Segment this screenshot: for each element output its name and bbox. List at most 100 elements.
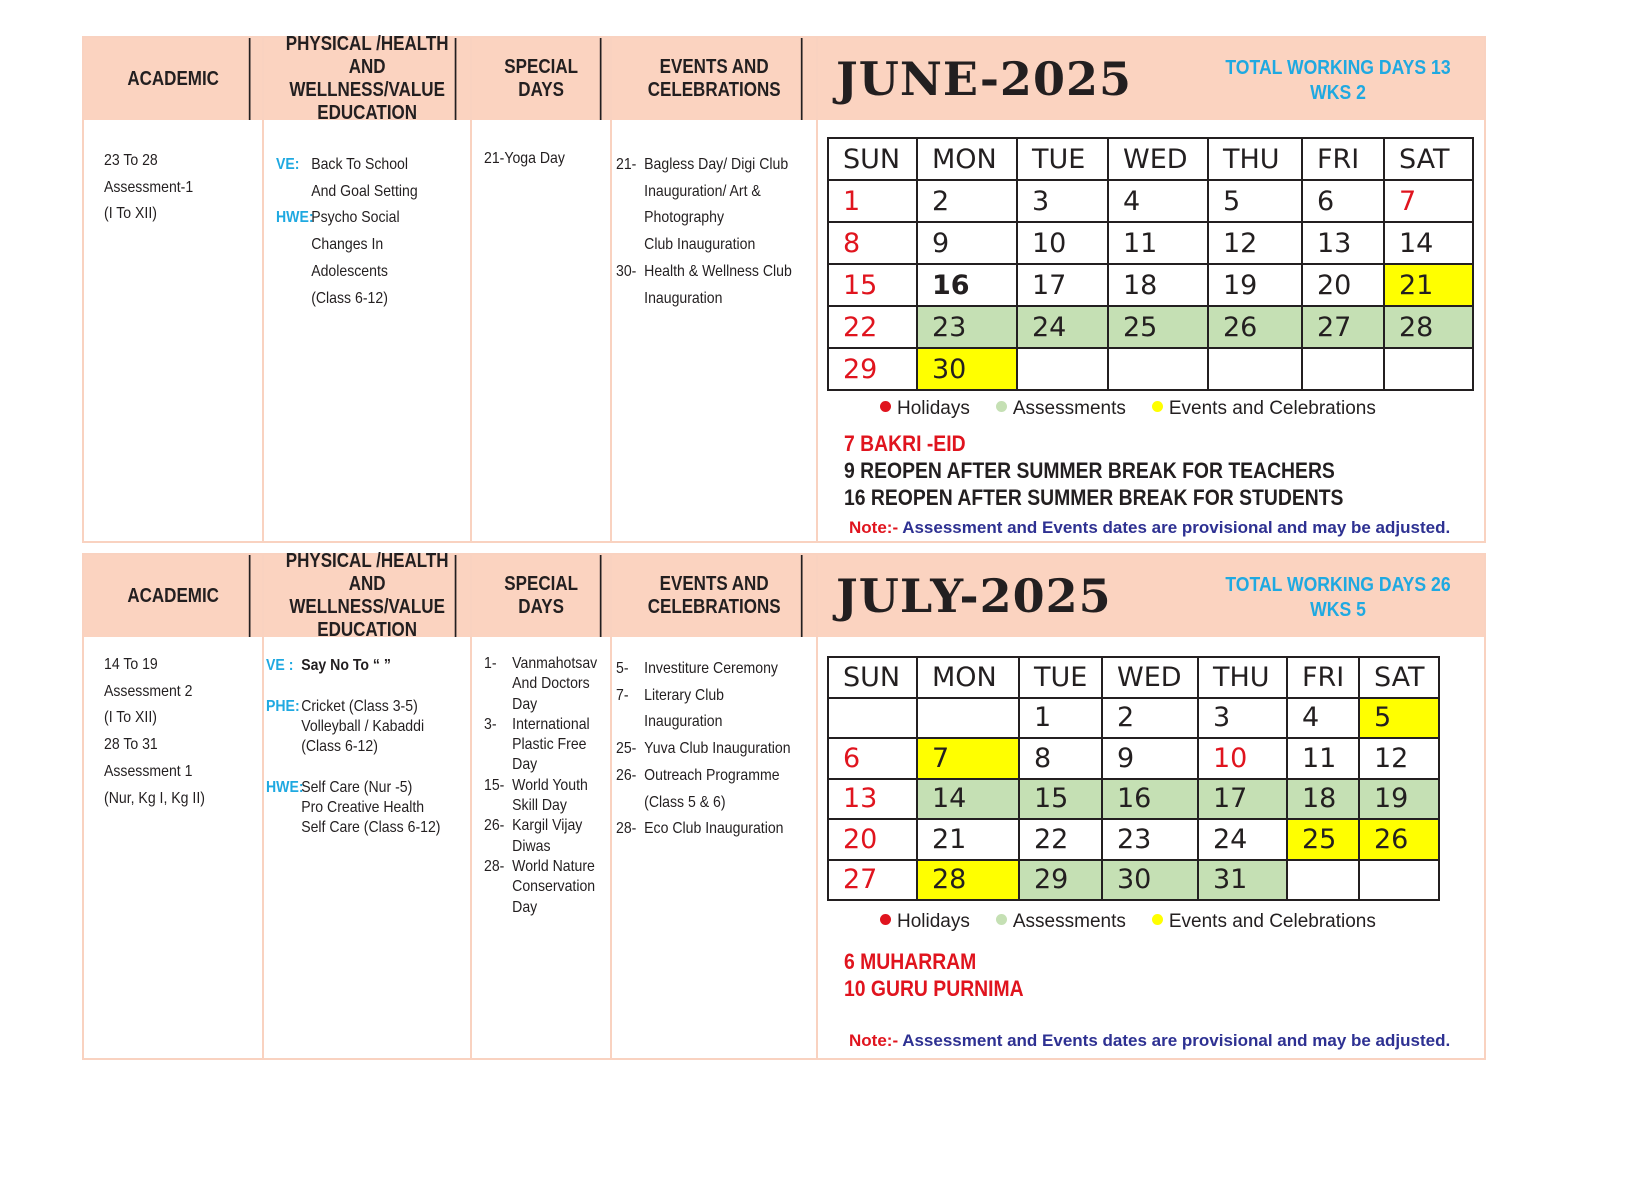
special-day-line: 26- Kargil Vijay — [484, 816, 597, 836]
note-label: Note:- — [849, 1031, 899, 1050]
calendar-day-cell[interactable]: 9 — [916, 221, 1018, 265]
event-line: 21- Bagless Day/ Digi Club — [616, 152, 792, 179]
calendar-day-cell[interactable]: 13 — [1301, 221, 1385, 265]
holiday-note: 9 REOPEN AFTER SUMMER BREAK FOR TEACHERS — [844, 458, 1335, 483]
calendar-day-cell[interactable]: 11 — [1107, 221, 1209, 265]
calendar-day-cell[interactable]: 8 — [827, 221, 918, 265]
calendar-day-cell[interactable]: 4 — [1286, 696, 1360, 739]
physical-line: (Class 6-12) — [266, 737, 440, 757]
calendar-day-cell[interactable]: 13 — [827, 777, 918, 820]
event-line: (Class 5 & 6) — [616, 790, 791, 817]
calendar-day-cell[interactable]: 25 — [1107, 305, 1209, 349]
calendar-day-cell[interactable]: 7 — [1383, 179, 1474, 223]
calendar-day-cell[interactable]: 23 — [1101, 818, 1199, 861]
calendar-day-cell[interactable]: 24 — [1016, 305, 1109, 349]
legend-item-assessments: Assessments — [995, 911, 1126, 932]
calendar-day-cell[interactable]: 26 — [1207, 305, 1303, 349]
calendar-day-cell[interactable]: 11 — [1286, 737, 1360, 780]
physical-label — [266, 818, 301, 838]
calendar-day-cell[interactable]: 8 — [1018, 737, 1103, 780]
event-number: 28- — [616, 820, 637, 838]
working-days-total: TOTAL WORKING DAYS 26 — [1225, 574, 1451, 596]
july-section: ACADEMIC PHYSICAL /HEALTH AND WELLNESS/VA… — [82, 550, 1486, 1060]
calendar-day-cell[interactable]: 6 — [827, 737, 918, 780]
calendar-day-cell[interactable]: 9 — [1101, 737, 1199, 780]
calendar-day-cell[interactable]: 28 — [916, 858, 1020, 901]
calendar-day-cell[interactable]: 2 — [916, 179, 1018, 223]
special-day-line: And Doctors — [484, 674, 597, 694]
calendar-day-cell[interactable]: 17 — [1016, 263, 1109, 307]
calendar-day-cell[interactable]: 30 — [1101, 858, 1199, 901]
calendar-day-cell[interactable]: 31 — [1197, 858, 1288, 901]
calendar-day-cell[interactable]: 27 — [827, 858, 918, 901]
calendar-day-cell[interactable]: 29 — [827, 347, 918, 391]
calendar-day-cell[interactable]: 25 — [1286, 818, 1360, 861]
event-text: Eco Club Inauguration — [644, 820, 784, 838]
special-day-text: Skill Day — [512, 797, 567, 815]
june-calendar-grid: SUN MON TUE WED THU FRI SAT 1 2 3 4 5 6 7 8 9 10 11 12 13 14… — [827, 137, 1474, 391]
special-day-line: Day — [484, 755, 597, 775]
calendar-day-cell[interactable]: 24 — [1197, 818, 1288, 861]
calendar-day-cell[interactable]: 16 — [1101, 777, 1199, 820]
calendar-day-cell[interactable]: 15 — [827, 263, 918, 307]
calendar-day-cell[interactable]: 18 — [1107, 263, 1209, 307]
physical-text: Psycho Social — [311, 209, 400, 227]
academic-line: (I To XII) — [104, 709, 157, 727]
calendar-day-cell[interactable]: 5 — [1358, 696, 1440, 739]
special-day-line: Plastic Free — [484, 735, 597, 755]
calendar-day-cell[interactable]: 19 — [1207, 263, 1303, 307]
calendar-day-cell[interactable]: 14 — [1383, 221, 1474, 265]
physical-label — [276, 232, 311, 259]
calendar-day-cell[interactable]: 19 — [1358, 777, 1440, 820]
calendar-day-cell[interactable]: 18 — [1286, 777, 1360, 820]
event-number — [616, 790, 644, 817]
calendar-day-cell[interactable]: 12 — [1358, 737, 1440, 780]
weekday-mon: MON — [916, 137, 1018, 181]
calendar-day-cell[interactable]: 20 — [1301, 263, 1385, 307]
calendar-day-cell[interactable]: 16 — [916, 263, 1018, 307]
legend-dot-icon — [995, 401, 1007, 412]
event-number — [616, 179, 644, 206]
physical-label — [266, 798, 301, 818]
calendar-day-cell[interactable]: 1 — [827, 179, 918, 223]
calendar-day-cell[interactable]: 22 — [1018, 818, 1103, 861]
calendar-day-cell[interactable]: 6 — [1301, 179, 1385, 223]
calendar-day-cell[interactable]: 26 — [1358, 818, 1440, 861]
calendar-day-cell[interactable]: 15 — [1018, 777, 1103, 820]
physical-line: VE : Say No To “ ” — [266, 656, 440, 676]
calendar-day-cell[interactable]: 12 — [1207, 221, 1303, 265]
calendar-day-cell[interactable]: 28 — [1383, 305, 1474, 349]
calendar-day-cell[interactable]: 30 — [916, 347, 1018, 391]
calendar-day-cell[interactable]: 7 — [916, 737, 1020, 780]
calendar-day-cell[interactable]: 17 — [1197, 777, 1288, 820]
calendar-day-cell[interactable]: 10 — [1197, 737, 1288, 780]
calendar-day-cell[interactable]: 21 — [1383, 263, 1474, 307]
calendar-day-cell[interactable]: 29 — [1018, 858, 1103, 901]
calendar-day-cell[interactable]: 22 — [827, 305, 918, 349]
event-text: Investiture Ceremony — [644, 660, 778, 677]
calendar-day-cell[interactable]: 2 — [1101, 696, 1199, 739]
column-header-physical: PHYSICAL /HEALTH AND WELLNESS/VALUE EDUC… — [280, 550, 457, 641]
calendar-day-cell[interactable]: 27 — [1301, 305, 1385, 349]
physical-label: HWE: — [276, 209, 314, 227]
calendar-day-cell[interactable]: 10 — [1016, 221, 1109, 265]
calendar-day-cell[interactable]: 5 — [1207, 179, 1303, 223]
physical-line: VE: Back To School — [276, 152, 418, 179]
calendar-day-cell[interactable]: 3 — [1197, 696, 1288, 739]
special-day-text: Day — [512, 695, 538, 713]
weekday-sun: SUN — [827, 656, 918, 699]
calendar-day-cell[interactable]: 21 — [916, 818, 1020, 861]
calendar-day-cell[interactable]: 3 — [1016, 179, 1109, 223]
calendar-day-cell[interactable]: 14 — [916, 777, 1020, 820]
calendar-day-cell[interactable]: 23 — [916, 305, 1018, 349]
calendar-day-cell[interactable]: 1 — [1018, 696, 1103, 739]
physical-label — [276, 286, 311, 313]
calendar-day-cell[interactable]: 4 — [1107, 179, 1209, 223]
academic-line: 28 To 31 — [104, 736, 158, 754]
calendar-day-cell[interactable]: 20 — [827, 818, 918, 861]
special-day-number — [484, 695, 512, 715]
weekday-wed: WED — [1107, 137, 1209, 181]
event-line: 28- Eco Club Inauguration — [616, 816, 791, 843]
special-day-text: Vanmahotsav — [512, 655, 598, 672]
special-days-content: 1- Vanmahotsav And Doctors Day 3- Internati… — [484, 654, 597, 918]
